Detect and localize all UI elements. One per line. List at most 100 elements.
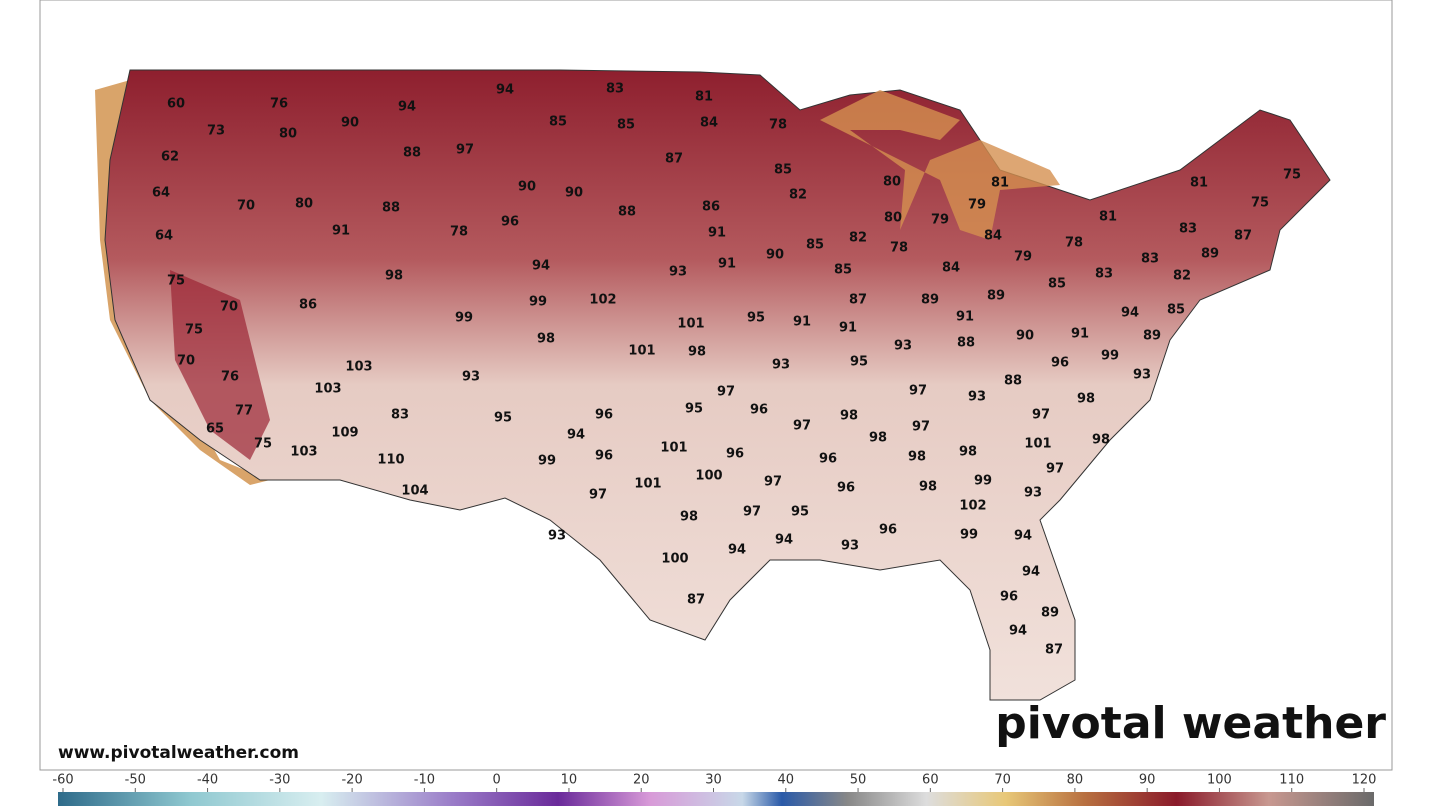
temperature-label: 97 <box>589 488 607 503</box>
temperature-label: 81 <box>991 176 1009 191</box>
temperature-label: 88 <box>1004 374 1022 389</box>
temperature-label: 85 <box>1048 277 1066 292</box>
temperature-label: 60 <box>167 97 185 112</box>
colorbar <box>58 792 1374 806</box>
colorbar-tick-label: 90 <box>1139 773 1156 788</box>
temperature-label: 91 <box>956 310 974 325</box>
temperature-label: 90 <box>565 186 583 201</box>
temperature-label: 94 <box>398 100 416 115</box>
temperature-label: 91 <box>1071 327 1089 342</box>
temperature-label: 77 <box>235 404 253 419</box>
temperature-label: 99 <box>538 454 556 469</box>
temperature-label: 90 <box>518 180 536 195</box>
temperature-label: 75 <box>1251 196 1269 211</box>
temperature-label: 97 <box>743 505 761 520</box>
temperature-label: 98 <box>959 445 977 460</box>
colorbar-tick-label: 120 <box>1352 773 1377 788</box>
temperature-label: 96 <box>595 449 613 464</box>
temperature-label: 93 <box>548 529 566 544</box>
temperature-label: 96 <box>726 447 744 462</box>
temperature-label: 91 <box>708 226 726 241</box>
temperature-label: 85 <box>774 163 792 178</box>
colorbar-tick-label: -10 <box>414 773 435 788</box>
temperature-label: 91 <box>793 315 811 330</box>
temperature-label: 95 <box>494 411 512 426</box>
colorbar-tick-label: 40 <box>778 773 795 788</box>
temperature-label: 96 <box>750 403 768 418</box>
temperature-label: 75 <box>254 437 272 452</box>
temperature-label: 95 <box>685 402 703 417</box>
temperature-label: 96 <box>595 408 613 423</box>
temperature-label: 88 <box>403 146 421 161</box>
temperature-label: 95 <box>747 311 765 326</box>
temperature-label: 78 <box>1065 236 1083 251</box>
temperature-label: 98 <box>869 431 887 446</box>
temperature-label: 64 <box>152 186 170 201</box>
temperature-label: 97 <box>912 420 930 435</box>
temperature-label: 95 <box>791 505 809 520</box>
temperature-label: 99 <box>455 311 473 326</box>
temperature-label: 87 <box>687 593 705 608</box>
temperature-label: 94 <box>1121 306 1139 321</box>
temperature-label: 79 <box>1014 250 1032 265</box>
temperature-label: 80 <box>279 127 297 142</box>
temperature-label: 97 <box>456 143 474 158</box>
temperature-label: 84 <box>942 261 960 276</box>
colorbar-tick-label: 10 <box>561 773 578 788</box>
temperature-label: 82 <box>1173 269 1191 284</box>
temperature-label: 98 <box>1077 392 1095 407</box>
temperature-label: 103 <box>314 382 341 397</box>
temperature-label: 83 <box>606 82 624 97</box>
temperature-label: 88 <box>382 201 400 216</box>
temperature-label: 84 <box>700 116 718 131</box>
temperature-label: 79 <box>968 198 986 213</box>
temperature-label: 96 <box>879 523 897 538</box>
temperature-label: 83 <box>391 408 409 423</box>
temperature-label: 70 <box>220 300 238 315</box>
temperature-label: 76 <box>270 97 288 112</box>
temperature-label: 97 <box>793 419 811 434</box>
temperature-label: 100 <box>695 469 722 484</box>
temperature-label: 101 <box>1024 437 1051 452</box>
temperature-label: 82 <box>789 188 807 203</box>
temperature-label: 93 <box>772 358 790 373</box>
temperature-label: 86 <box>299 298 317 313</box>
temperature-label: 86 <box>702 200 720 215</box>
colorbar-tick-label: 0 <box>493 773 501 788</box>
source-url: www.pivotalweather.com <box>58 743 299 763</box>
temperature-label: 94 <box>1022 565 1040 580</box>
temperature-label: 81 <box>695 90 713 105</box>
temperature-label: 104 <box>401 484 428 499</box>
temperature-label: 93 <box>669 265 687 280</box>
temperature-label: 98 <box>688 345 706 360</box>
temperature-label: 93 <box>1024 486 1042 501</box>
temperature-label: 96 <box>819 452 837 467</box>
temperature-label: 65 <box>206 422 224 437</box>
temperature-label: 97 <box>1046 462 1064 477</box>
colorbar-tick-label: 80 <box>1067 773 1084 788</box>
temperature-label: 102 <box>589 293 616 308</box>
temperature-label: 97 <box>717 385 735 400</box>
temperature-label: 84 <box>984 229 1002 244</box>
colorbar-tick-label: 60 <box>922 773 939 788</box>
temperature-label: 91 <box>332 224 350 239</box>
temperature-label: 94 <box>567 428 585 443</box>
temperature-label: 101 <box>634 477 661 492</box>
temperature-label: 90 <box>766 248 784 263</box>
temperature-label: 98 <box>908 450 926 465</box>
temperature-label: 93 <box>462 370 480 385</box>
temperature-label: 85 <box>834 263 852 278</box>
temperature-label: 101 <box>628 344 655 359</box>
temperature-label: 96 <box>837 481 855 496</box>
temperature-label: 93 <box>1133 368 1151 383</box>
temperature-label: 95 <box>850 355 868 370</box>
colorbar-tick-label: 110 <box>1279 773 1304 788</box>
temperature-label: 98 <box>840 409 858 424</box>
temperature-label: 89 <box>1143 329 1161 344</box>
colorbar-tick-label: 30 <box>705 773 722 788</box>
temperature-label: 97 <box>764 475 782 490</box>
temperature-label: 99 <box>529 295 547 310</box>
temperature-label: 103 <box>345 360 372 375</box>
